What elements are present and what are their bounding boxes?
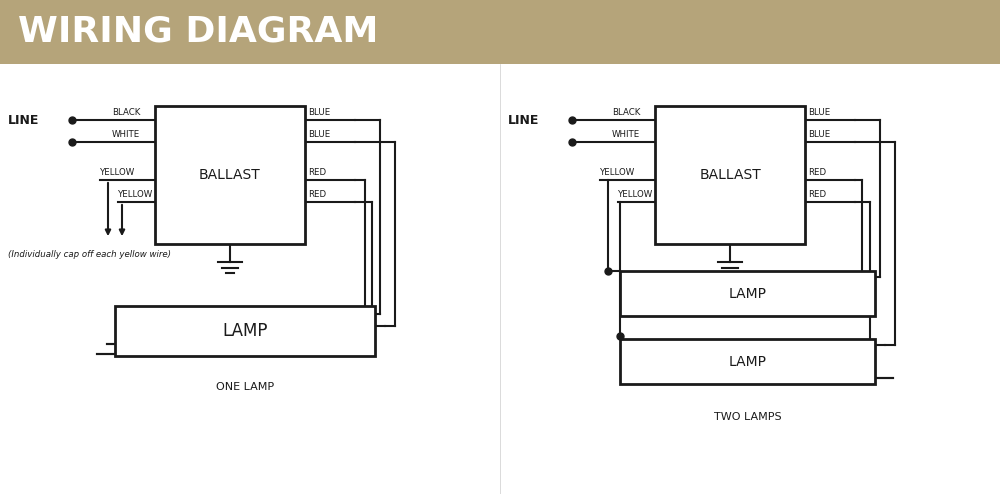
Text: YELLOW: YELLOW [618,190,653,199]
Text: LINE: LINE [8,114,39,126]
Bar [0,0,1000,64]
Text: (Individually cap off each yellow wire): (Individually cap off each yellow wire) [8,250,171,259]
Text: YELLOW: YELLOW [118,190,153,199]
Text: BLUE: BLUE [308,108,330,117]
Bar [155,106,305,244]
Text: RED: RED [808,168,826,177]
Text: BALLAST: BALLAST [199,168,261,182]
Text: RED: RED [308,190,326,199]
Text: ONE LAMP: ONE LAMP [216,382,274,392]
Text: BLUE: BLUE [808,108,830,117]
Text: YELLOW: YELLOW [100,168,135,177]
Bar [620,271,875,316]
Text: LAMP: LAMP [222,322,268,340]
Text: BLACK: BLACK [112,108,140,117]
Text: WIRING DIAGRAM: WIRING DIAGRAM [18,14,378,48]
Text: BLUE: BLUE [808,130,830,139]
Text: BALLAST: BALLAST [699,168,761,182]
Text: RED: RED [308,168,326,177]
Text: BLACK: BLACK [612,108,640,117]
Text: BLUE: BLUE [308,130,330,139]
Text: RED: RED [808,190,826,199]
Text: LAMP: LAMP [728,287,767,300]
Text: WHITE: WHITE [112,130,140,139]
Bar [115,306,375,356]
Text: TWO LAMPS: TWO LAMPS [714,412,781,422]
Text: LINE: LINE [508,114,539,126]
Text: YELLOW: YELLOW [600,168,635,177]
Text: WHITE: WHITE [612,130,640,139]
Bar [655,106,805,244]
Text: LAMP: LAMP [728,355,767,369]
Bar [620,339,875,384]
